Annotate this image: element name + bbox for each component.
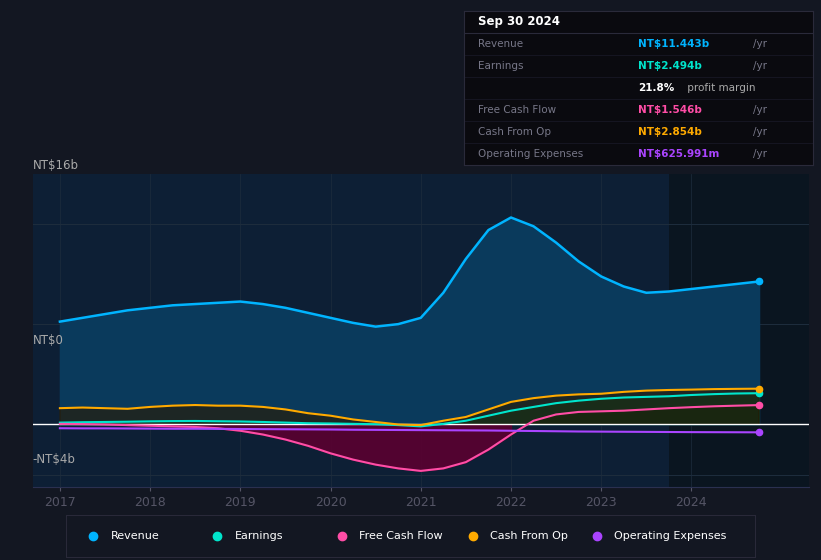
Text: Operating Expenses: Operating Expenses: [614, 531, 727, 541]
Text: NT$625.991m: NT$625.991m: [639, 149, 720, 159]
Text: /yr: /yr: [754, 105, 768, 115]
Text: /yr: /yr: [754, 127, 768, 137]
Text: Revenue: Revenue: [478, 39, 523, 49]
Text: Cash From Op: Cash From Op: [478, 127, 551, 137]
Text: /yr: /yr: [754, 39, 768, 49]
Text: Operating Expenses: Operating Expenses: [478, 149, 583, 159]
Text: Free Cash Flow: Free Cash Flow: [478, 105, 556, 115]
Text: Free Cash Flow: Free Cash Flow: [359, 531, 443, 541]
Text: NT$11.443b: NT$11.443b: [639, 39, 709, 49]
Text: profit margin: profit margin: [684, 83, 755, 93]
Text: 21.8%: 21.8%: [639, 83, 675, 93]
Text: /yr: /yr: [754, 149, 768, 159]
Text: NT$0: NT$0: [33, 334, 64, 347]
Text: Cash From Op: Cash From Op: [490, 531, 567, 541]
Text: Revenue: Revenue: [111, 531, 159, 541]
Text: Earnings: Earnings: [235, 531, 283, 541]
Text: -NT$4b: -NT$4b: [33, 453, 76, 466]
Text: /yr: /yr: [754, 61, 768, 71]
Text: NT$2.494b: NT$2.494b: [639, 61, 702, 71]
Text: NT$16b: NT$16b: [33, 159, 79, 172]
Text: Earnings: Earnings: [478, 61, 523, 71]
Text: NT$2.854b: NT$2.854b: [639, 127, 702, 137]
Bar: [669, 174, 809, 487]
Text: NT$1.546b: NT$1.546b: [639, 105, 702, 115]
Text: Sep 30 2024: Sep 30 2024: [478, 15, 560, 27]
